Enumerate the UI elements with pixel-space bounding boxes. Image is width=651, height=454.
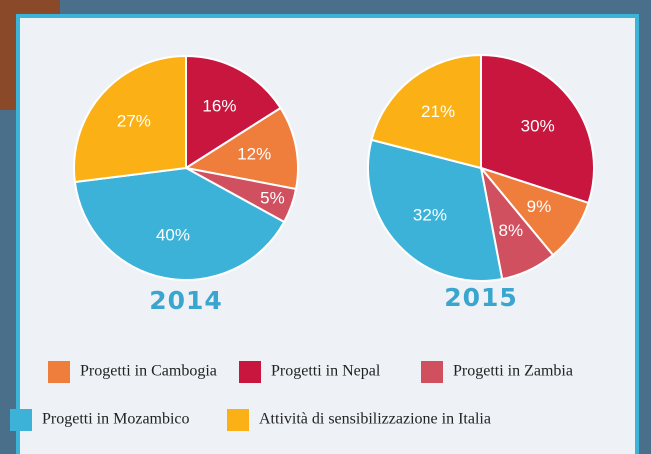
legend-swatch bbox=[48, 361, 70, 383]
slice-label: 12% bbox=[237, 144, 271, 163]
legend-label: Progetti in Nepal bbox=[271, 363, 381, 380]
chart: 16% 12% 5% 40% 27% 2014 30% 9%8% 32% 21% 2015 Proge… bbox=[0, 0, 651, 454]
slice-label: 27% bbox=[117, 112, 151, 131]
slice-label: 5% bbox=[260, 189, 285, 208]
slice-label: 32% bbox=[413, 205, 447, 224]
slice-label: 8% bbox=[499, 221, 524, 240]
slice-label: 16% bbox=[202, 97, 236, 116]
legend-swatch bbox=[10, 409, 32, 431]
chart-title: 2015 bbox=[444, 283, 518, 312]
slice-label: 21% bbox=[421, 102, 455, 121]
legend-swatch bbox=[239, 361, 261, 383]
slice-label: 30% bbox=[521, 116, 555, 135]
legend-swatch bbox=[227, 409, 249, 431]
slice-label: 40% bbox=[156, 226, 190, 245]
legend-label: Progetti in Cambogia bbox=[80, 363, 217, 380]
legend-label: Attività di sensibilizzazione in Italia bbox=[259, 411, 491, 428]
slice-label: 9% bbox=[527, 197, 552, 216]
legend-label: Progetti in Mozambico bbox=[42, 411, 190, 428]
chart-title: 2014 bbox=[149, 286, 223, 315]
legend-label: Progetti in Zambia bbox=[453, 363, 573, 380]
legend-swatch bbox=[421, 361, 443, 383]
